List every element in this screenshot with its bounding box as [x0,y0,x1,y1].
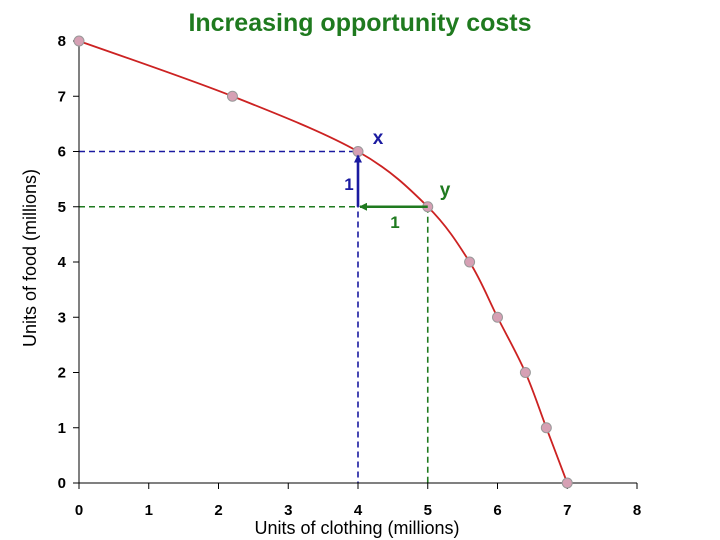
data-point-marker [352,146,364,157]
curve-layer [78,40,569,484]
y-tick-label: 0 [58,475,66,492]
data-point-marker [540,422,552,434]
y-tick-label: 5 [58,199,66,216]
x-axis-label: Units of clothing (millions) [254,518,459,538]
y-tick-label: 4 [58,254,67,271]
y-tick-label: 7 [58,88,66,105]
data-point-marker [73,35,85,47]
y-tick-label: 3 [58,309,66,326]
data-points [73,35,573,489]
y-tick-label: 6 [58,144,66,161]
y-axis-label: Units of food (millions) [20,169,40,347]
change-arrows [354,154,428,211]
ppf-curve-line [78,40,569,484]
x-tick-label: 8 [633,502,641,519]
x-tick-label: 7 [563,502,571,519]
tick-labels: 0 1 2 3 4 5 6 7 8 0 1 2 3 4 5 6 7 8 [58,33,642,519]
x-tick-label: 3 [284,502,292,519]
data-point-marker [464,256,476,268]
food-change-label: 1 [344,175,353,194]
y-tick-label: 8 [58,33,66,50]
x-tick-label: 4 [354,502,363,519]
data-point-marker [561,477,573,489]
x-tick-label: 5 [424,502,432,519]
x-tick-label: 6 [493,502,501,519]
x-tick-label: 1 [145,502,153,519]
x-tick-label: 2 [214,502,222,519]
data-point-marker [519,367,531,378]
clothing-change-label: 1 [390,213,399,232]
y-tick-label: 1 [58,420,66,437]
y-tick-label: 2 [58,365,66,382]
chart-title: Increasing opportunity costs [188,9,531,37]
data-point-marker [492,311,503,323]
guide-lines [79,150,429,483]
data-point-marker [226,90,238,102]
point-y-label: y [440,180,451,201]
x-tick-label: 0 [75,502,83,519]
point-x-label: x [373,128,384,149]
